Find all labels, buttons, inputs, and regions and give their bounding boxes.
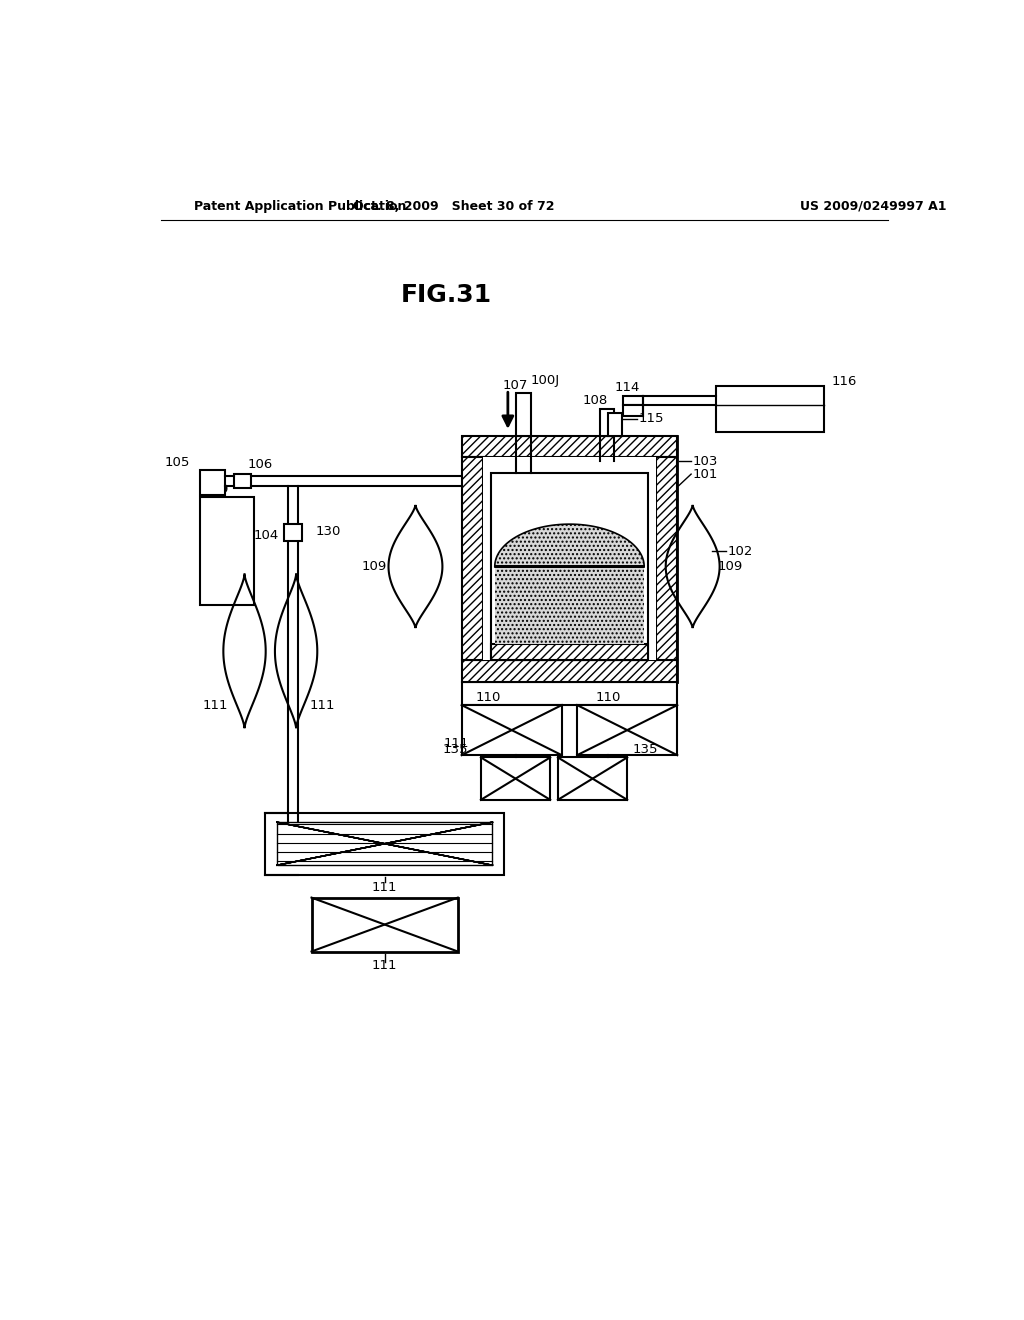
Text: 116: 116 [831, 375, 857, 388]
Text: 135: 135 [442, 743, 468, 756]
Bar [462, 436, 677, 682]
Text: 104: 104 [253, 529, 279, 543]
Text: 100J: 100J [531, 374, 560, 387]
Text: 130: 130 [315, 524, 341, 537]
Bar [311, 898, 458, 952]
Bar [233, 474, 251, 488]
Text: Patent Application Publication: Patent Application Publication [194, 199, 407, 213]
Bar [655, 457, 677, 660]
Bar [276, 822, 493, 866]
Text: 119: 119 [204, 483, 229, 496]
Bar [558, 758, 628, 800]
Bar [483, 457, 655, 660]
Bar [462, 705, 562, 755]
Bar [200, 470, 224, 495]
Bar [600, 409, 614, 436]
Bar [716, 385, 823, 432]
Text: FIG.31: FIG.31 [400, 284, 492, 308]
Text: 103: 103 [692, 454, 718, 467]
Bar [265, 813, 504, 874]
Text: 135: 135 [633, 743, 658, 756]
Bar [490, 644, 648, 660]
Bar [462, 436, 677, 457]
Bar [515, 393, 531, 436]
Bar [200, 498, 254, 605]
Text: 111: 111 [203, 698, 228, 711]
Bar [578, 705, 677, 755]
Text: 106: 106 [248, 458, 272, 471]
Polygon shape [495, 524, 644, 566]
Text: 111: 111 [372, 880, 397, 894]
Text: 115: 115 [639, 412, 665, 425]
Text: 111: 111 [310, 698, 336, 711]
Text: 111: 111 [372, 958, 397, 972]
Text: US 2009/0249997 A1: US 2009/0249997 A1 [801, 199, 947, 213]
Text: 102: 102 [727, 545, 753, 557]
Bar [624, 405, 643, 416]
Text: 109: 109 [717, 560, 742, 573]
Bar [462, 682, 677, 705]
Text: 101: 101 [692, 467, 718, 480]
Text: 108: 108 [583, 395, 607, 408]
Text: 114: 114 [614, 381, 640, 395]
Bar [462, 660, 677, 682]
Bar [490, 473, 648, 660]
Text: 111: 111 [443, 737, 469, 750]
Text: 105: 105 [165, 455, 189, 469]
Text: 110: 110 [476, 690, 502, 704]
Text: 110: 110 [595, 690, 621, 704]
Bar [284, 524, 302, 541]
Bar [608, 412, 622, 436]
Bar [495, 566, 644, 644]
Bar [481, 758, 550, 800]
Bar [462, 457, 483, 660]
Text: Oct. 8, 2009   Sheet 30 of 72: Oct. 8, 2009 Sheet 30 of 72 [353, 199, 555, 213]
Bar [624, 396, 643, 405]
Text: 107: 107 [503, 379, 528, 392]
Text: 109: 109 [361, 560, 387, 573]
